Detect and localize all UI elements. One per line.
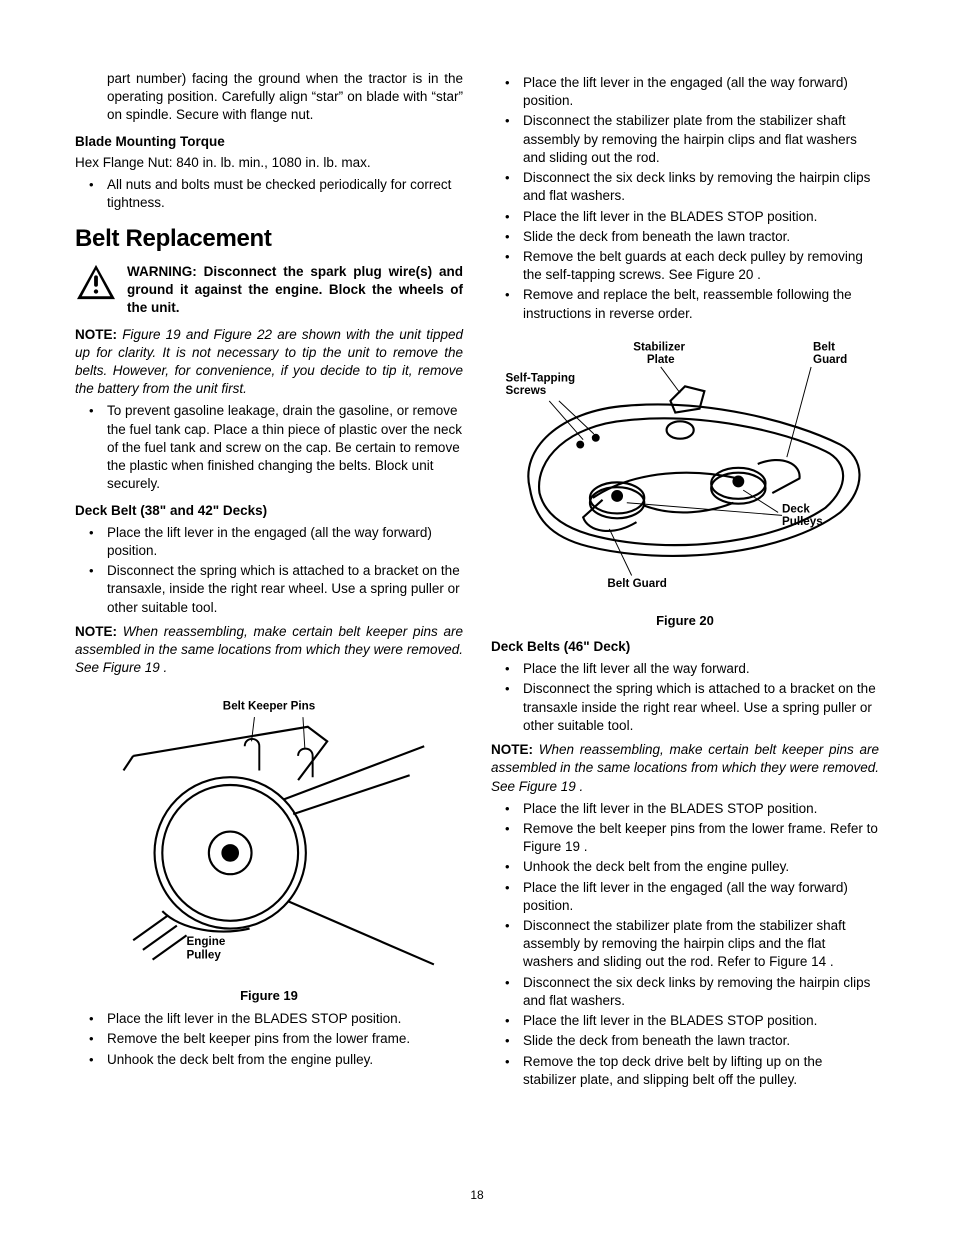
fig20-label-deck-pulleys: Deck Pulleys <box>782 502 823 528</box>
list-item: Remove the belt keeper pins from the low… <box>523 820 879 856</box>
note-paragraph: NOTE: Figure 19 and Figure 22 are shown … <box>75 326 463 399</box>
list-item: Disconnect the six deck links by removin… <box>523 169 879 205</box>
fig20-label-stabilizer-plate: Stabilizer Plate <box>633 340 688 366</box>
list-item: Slide the deck from beneath the lawn tra… <box>523 228 879 246</box>
heading-deck-46: Deck Belts (46" Deck) <box>491 638 879 656</box>
figure-19-svg: Belt Keeper Pins Engine Pulley <box>75 688 463 979</box>
figure-20-caption: Figure 20 <box>656 612 714 630</box>
deck-38-42-bullets-b: Place the lift lever in the BLADES STOP … <box>75 1010 463 1069</box>
fig20-label-self-tapping-screws: Self-Tapping Screws <box>506 371 579 397</box>
list-item: All nuts and bolts must be checked perio… <box>107 176 463 212</box>
list-item: Place the lift lever in the BLADES STOP … <box>523 208 879 226</box>
list-item: Place the lift lever in the engaged (all… <box>107 524 463 560</box>
list-item: Place the lift lever in the engaged (all… <box>523 879 879 915</box>
intro-continuation: part number) facing the ground when the … <box>75 70 463 125</box>
belt-replacement-bullets: To prevent gasoline leakage, drain the g… <box>75 402 463 493</box>
right-bullets-top: Place the lift lever in the engaged (all… <box>491 74 879 323</box>
two-column-layout: part number) facing the ground when the … <box>75 70 879 1095</box>
right-column: Place the lift lever in the engaged (all… <box>491 70 879 1095</box>
list-item: Remove the belt guards at each deck pull… <box>523 248 879 284</box>
list-item: Unhook the deck belt from the engine pul… <box>107 1051 463 1069</box>
warning-block: WARNING: Disconnect the spark plug wire(… <box>75 263 463 318</box>
blade-torque-bullets: All nuts and bolts must be checked perio… <box>75 176 463 212</box>
list-item: Slide the deck from beneath the lawn tra… <box>523 1032 879 1050</box>
note-text: Figure 19 and Figure 22 are shown with t… <box>75 327 463 397</box>
list-item: Place the lift lever in the BLADES STOP … <box>523 1012 879 1030</box>
deck-46-bullets-b: Place the lift lever in the BLADES STOP … <box>491 800 879 1089</box>
list-item: Disconnect the stabilizer plate from the… <box>523 917 879 972</box>
heading-belt-replacement: Belt Replacement <box>75 223 463 255</box>
warning-text: WARNING: Disconnect the spark plug wire(… <box>127 263 463 318</box>
deck-38-42-bullets-a: Place the lift lever in the engaged (all… <box>75 524 463 617</box>
figure-19-caption: Figure 19 <box>240 987 298 1005</box>
heading-blade-mounting-torque: Blade Mounting Torque <box>75 133 463 151</box>
list-item: Place the lift lever in the engaged (all… <box>523 74 879 110</box>
note-paragraph: NOTE: When reassembling, make certain be… <box>75 623 463 678</box>
list-item: Disconnect the spring which is attached … <box>523 680 879 735</box>
fig19-label-engine-pulley: Engine Pulley <box>187 935 229 962</box>
list-item: Unhook the deck belt from the engine pul… <box>523 858 879 876</box>
figure-20-svg: Stabilizer Plate Belt Guard Self-Tapping… <box>491 333 879 605</box>
note-text: When reassembling, make certain belt kee… <box>75 624 463 675</box>
heading-deck-38-42: Deck Belt (38" and 42" Decks) <box>75 502 463 520</box>
list-item: To prevent gasoline leakage, drain the g… <box>107 402 463 493</box>
list-item: Remove the belt keeper pins from the low… <box>107 1030 463 1048</box>
note-paragraph: NOTE: When reassembling, make certain be… <box>491 741 879 796</box>
list-item: Place the lift lever in the BLADES STOP … <box>523 800 879 818</box>
list-item: Disconnect the six deck links by removin… <box>523 974 879 1010</box>
note-label: NOTE: <box>75 624 117 639</box>
blade-torque-text: Hex Flange Nut: 840 in. lb. min., 1080 i… <box>75 154 463 172</box>
figure-20: Stabilizer Plate Belt Guard Self-Tapping… <box>491 333 879 630</box>
left-column: part number) facing the ground when the … <box>75 70 463 1095</box>
list-item: Remove the top deck drive belt by liftin… <box>523 1053 879 1089</box>
note-label: NOTE: <box>75 327 117 342</box>
list-item: Disconnect the stabilizer plate from the… <box>523 112 879 167</box>
list-item: Place the lift lever in the BLADES STOP … <box>107 1010 463 1028</box>
list-item: Disconnect the spring which is attached … <box>107 562 463 617</box>
page: part number) facing the ground when the … <box>0 0 954 1235</box>
note-text: When reassembling, make certain belt kee… <box>491 742 879 793</box>
figure-19: Belt Keeper Pins Engine Pulley Figure 19 <box>75 688 463 1005</box>
fig19-label-belt-keeper-pins: Belt Keeper Pins <box>223 699 315 712</box>
list-item: Remove and replace the belt, reassemble … <box>523 286 879 322</box>
page-number: 18 <box>0 1187 954 1203</box>
list-item: Place the lift lever all the way forward… <box>523 660 879 678</box>
warning-icon <box>75 263 117 301</box>
note-label: NOTE: <box>491 742 533 757</box>
fig20-label-belt-guard-bottom: Belt Guard <box>607 577 666 590</box>
fig20-label-belt-guard-top: Belt Guard <box>813 340 847 366</box>
deck-46-bullets-a: Place the lift lever all the way forward… <box>491 660 879 735</box>
